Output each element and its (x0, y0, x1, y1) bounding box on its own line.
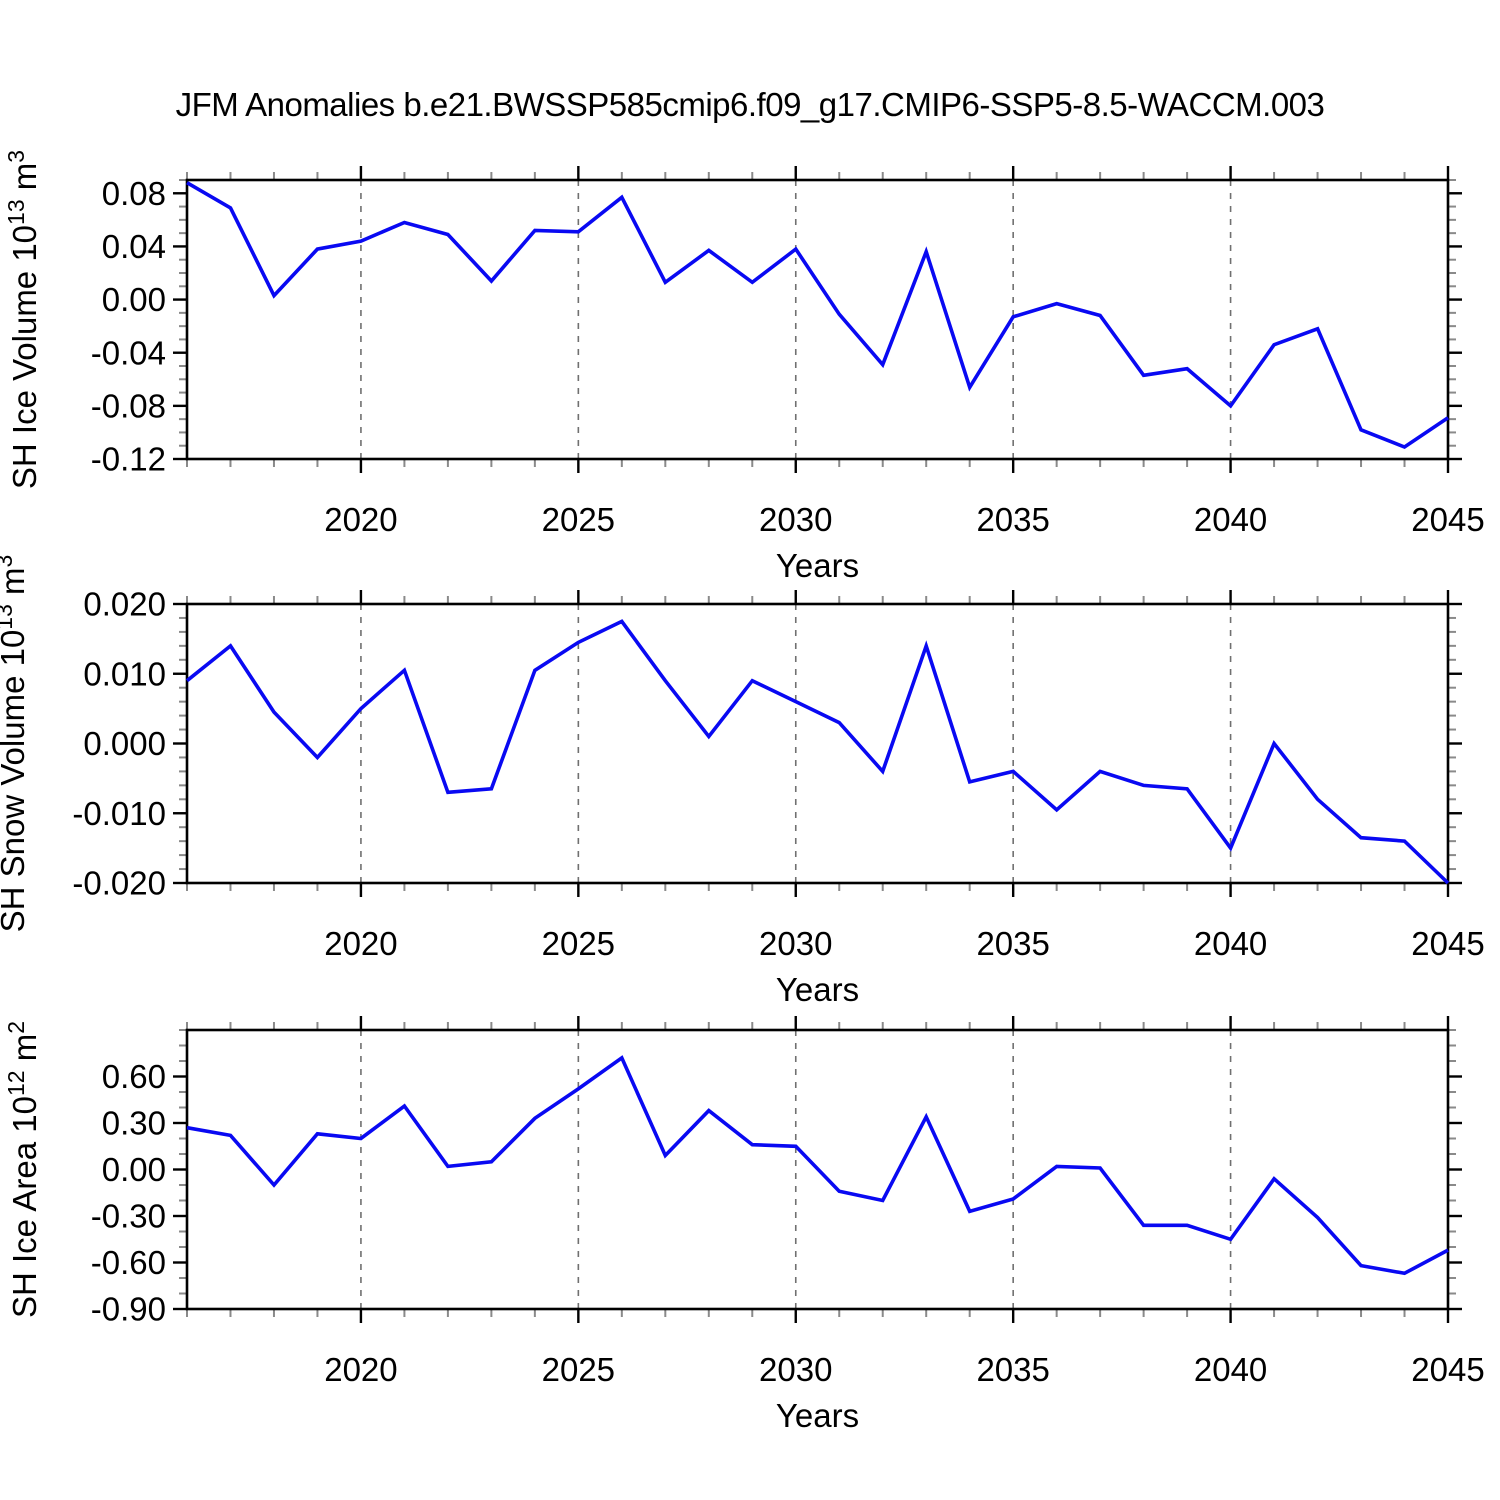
x-axis-title: Years (776, 1397, 859, 1434)
data-line-sh-snow-volume (185, 619, 1450, 885)
x-tick-label: 2045 (1411, 501, 1484, 538)
chart-title: JFM Anomalies b.e21.BWSSP585cmip6.f09_g1… (175, 86, 1325, 123)
data-line-sh-ice-volume (186, 181, 1450, 450)
x-axis-title: Years (776, 547, 859, 584)
x-tick-label: 2030 (759, 925, 832, 962)
x-tick-label: 2020 (324, 501, 397, 538)
x-axis-title: Years (776, 971, 859, 1008)
panel-sh-ice-volume: 0.08 0.04 0.00 -0.04 -0.08 -0.12 2020 2025 2030 2… (3, 150, 1485, 584)
panel-sh-snow-volume: 0.020 0.010 0.000 -0.010 -0.020 2020 2025 2030 2… (0, 555, 1485, 1008)
y-tick-label: -0.90 (91, 1291, 166, 1328)
y-tick-label: 0.000 (83, 725, 166, 762)
x-tick-label: 2020 (324, 925, 397, 962)
y-tick-label: -0.08 (91, 387, 166, 424)
x-tick-label: 2040 (1194, 501, 1267, 538)
x-tick-label: 2020 (324, 1351, 397, 1388)
x-tick-label: 2045 (1411, 1351, 1484, 1388)
plot-frame (185, 178, 1450, 461)
y-tick-label: 0.60 (102, 1058, 166, 1095)
x-tick-label: 2025 (542, 1351, 615, 1388)
y-axis-title: SH Snow Volume 1013 m3 (0, 555, 31, 933)
x-tick-label: 2025 (542, 501, 615, 538)
y-tick-label: 0.010 (83, 655, 166, 692)
y-tick-label: -0.010 (72, 795, 166, 832)
y-tick-label: -0.04 (91, 334, 166, 371)
y-tick-label: 0.08 (102, 175, 166, 212)
plot-frame (185, 1028, 1450, 1311)
panel-sh-ice-area: 0.60 0.30 0.00 -0.30 -0.60 -0.90 2020 2025 2030 2… (3, 1016, 1485, 1434)
x-tick-label: 2030 (759, 1351, 832, 1388)
x-tick-label: 2045 (1411, 925, 1484, 962)
y-tick-label: 0.00 (102, 1151, 166, 1188)
y-tick-label: -0.30 (91, 1198, 166, 1235)
y-axis-title: SH Ice Volume 1013 m3 (3, 150, 43, 489)
y-tick-label: 0.04 (102, 228, 166, 265)
y-tick-label: 0.020 (83, 586, 166, 623)
x-tick-label: 2025 (542, 925, 615, 962)
y-tick-label: 0.30 (102, 1105, 166, 1142)
y-tick-label: -0.60 (91, 1244, 166, 1281)
y-tick-label: -0.020 (72, 865, 166, 902)
x-tick-label: 2035 (976, 1351, 1049, 1388)
y-tick-label: -0.12 (91, 441, 166, 478)
data-line-sh-ice-area (186, 1055, 1449, 1276)
x-tick-label: 2040 (1194, 1351, 1267, 1388)
y-axis-title: SH Ice Area 1012 m2 (3, 1021, 43, 1318)
x-tick-label: 2040 (1194, 925, 1267, 962)
plot-frame (185, 602, 1450, 885)
x-tick-label: 2035 (976, 925, 1049, 962)
y-tick-label: 0.00 (102, 281, 166, 318)
x-tick-label: 2035 (976, 501, 1049, 538)
x-tick-label: 2030 (759, 501, 832, 538)
